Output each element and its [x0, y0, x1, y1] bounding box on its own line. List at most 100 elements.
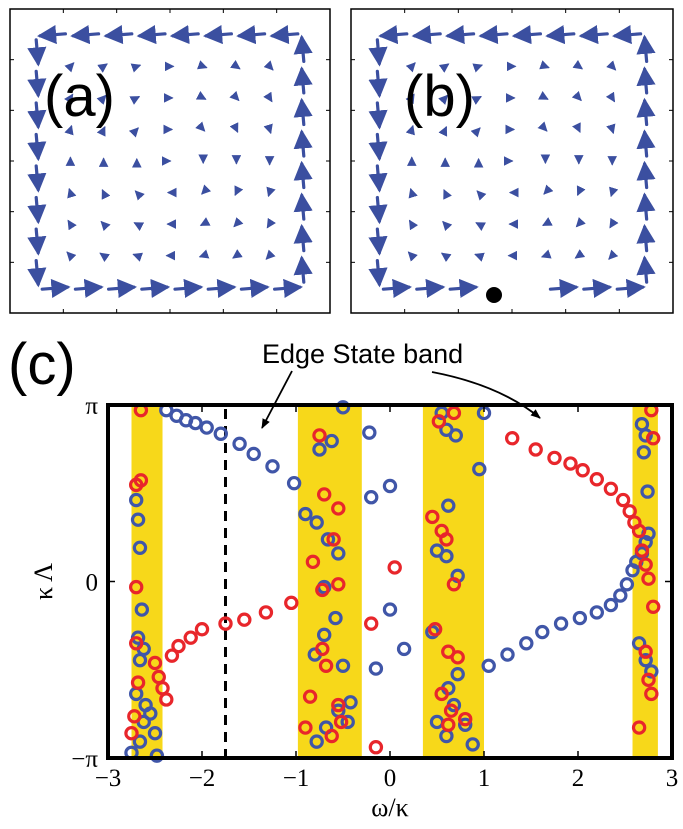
red-point-59	[622, 504, 637, 519]
vector-arrow	[195, 90, 207, 100]
red-point-52	[528, 442, 543, 457]
edge-state-annotation: Edge State band	[262, 339, 463, 369]
red-point-31	[333, 714, 349, 730]
vector-arrow	[378, 25, 409, 45]
red-point-23	[326, 532, 341, 547]
vector-arrow	[540, 249, 552, 259]
vector-arrow	[64, 124, 74, 136]
vector-arrow	[99, 252, 110, 263]
x-tick-label: −3	[95, 765, 122, 792]
vector-arrow	[67, 187, 77, 199]
vector-arrow	[636, 223, 656, 253]
red-point-46	[443, 703, 459, 718]
vector-arrow	[203, 25, 233, 45]
blue-point-8	[246, 446, 261, 462]
vector-arrow	[293, 255, 313, 284]
red-point-66	[638, 644, 653, 659]
red-point-40	[439, 532, 454, 547]
vector-arrow	[575, 217, 586, 228]
vector-arrow	[438, 94, 449, 105]
vector-arrow	[263, 123, 273, 135]
red-point-53	[547, 450, 562, 466]
blue-point-46	[382, 478, 398, 494]
annotation-arrow-right	[431, 371, 541, 419]
red-point-3	[128, 579, 144, 595]
red-point-26	[331, 577, 346, 592]
blue-point-44	[364, 490, 379, 505]
vector-arrow	[444, 25, 476, 45]
vector-arrow	[27, 195, 47, 225]
blue-point-85	[636, 445, 652, 460]
vector-arrow	[472, 63, 484, 73]
vector-arrow	[232, 249, 243, 259]
red-point-69	[631, 720, 647, 735]
vector-arrow	[234, 185, 244, 197]
blue-point-42	[335, 400, 351, 415]
gap-bands	[131, 405, 658, 758]
vector-arrow	[27, 38, 47, 67]
vector-arrow	[368, 259, 388, 288]
vector-arrow	[70, 25, 101, 45]
blue-point-31	[331, 546, 346, 561]
vector-arrow	[636, 255, 656, 284]
red-point-48	[458, 711, 473, 727]
panel-b-label: (b)	[404, 64, 475, 129]
blue-point-25	[149, 748, 165, 763]
red-point-58	[615, 492, 631, 508]
panel-b-vector-field	[368, 25, 656, 298]
vector-arrow	[448, 278, 479, 298]
vector-arrow	[405, 124, 415, 136]
red-point-49	[431, 414, 447, 429]
red-point-25	[317, 487, 332, 502]
vector-arrow	[27, 69, 47, 99]
vector-arrow	[293, 66, 313, 95]
red-point-62	[634, 543, 650, 558]
vector-arrow	[608, 249, 619, 260]
panel-a-ticks	[10, 9, 330, 313]
red-point-57	[603, 481, 619, 497]
vector-arrow	[263, 60, 274, 71]
red-point-30	[331, 697, 346, 713]
red-point-71	[646, 431, 661, 446]
blue-point-67	[500, 647, 515, 662]
red-point-50	[446, 405, 462, 421]
vector-arrow	[263, 91, 273, 103]
blue-point-43	[362, 425, 377, 440]
red-point-38	[425, 509, 440, 525]
gap-band-2	[297, 405, 362, 758]
red-point-2	[133, 473, 149, 488]
vector-arrow	[64, 93, 74, 105]
plot-frame	[106, 403, 674, 760]
vector-arrow	[548, 278, 580, 298]
red-point-12	[159, 692, 174, 707]
vector-arrow	[605, 91, 616, 103]
blue-point-73	[603, 597, 619, 613]
y-tick-label: −π	[71, 746, 98, 773]
red-point-67	[641, 672, 656, 688]
vector-arrow	[293, 223, 313, 253]
panel-a: (a)	[9, 8, 331, 314]
vector-arrow	[136, 25, 167, 45]
panel-c-label: (c)	[8, 332, 76, 397]
vector-arrow	[67, 219, 77, 231]
blue-point-4	[188, 415, 203, 431]
vector-arrow	[198, 249, 210, 259]
vector-arrow	[37, 25, 68, 45]
blue-point-83	[644, 664, 659, 679]
vector-arrow	[27, 164, 47, 193]
blue-point-13	[132, 540, 148, 555]
red-point-35	[364, 616, 379, 631]
vector-arrow	[636, 192, 656, 221]
red-point-20	[284, 595, 299, 611]
vector-arrow	[411, 25, 442, 45]
blue-point-54	[439, 549, 454, 564]
vector-arrow	[229, 122, 239, 133]
vector-arrow	[27, 259, 47, 288]
x-axis-ticks: −3 −2 −1 0 1 2 3	[95, 405, 678, 792]
vector-arrow	[438, 63, 450, 73]
panel-b: (b)	[350, 8, 674, 314]
vector-arrow	[582, 278, 613, 298]
red-point-24	[331, 501, 346, 516]
vector-arrow	[442, 220, 453, 232]
vector-arrow	[27, 227, 47, 256]
